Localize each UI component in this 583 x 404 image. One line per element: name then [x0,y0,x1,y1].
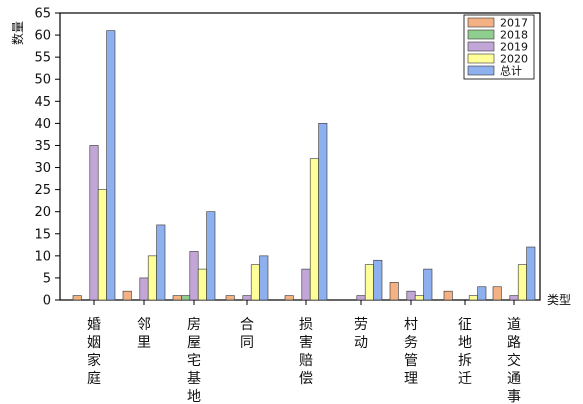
bar-2017-道路交通事故 [492,286,502,301]
bar-2017-房屋宅基地 [172,295,182,301]
legend-swatch-2018 [467,29,495,40]
bar-2019-道路交通事故 [509,295,519,301]
legend-swatch-2020 [467,53,495,64]
legend-swatch-总计 [467,65,495,76]
plot-area [59,12,541,301]
y-tick-label: 40 [34,117,51,132]
bars-group [72,30,536,301]
bar-2020-邻里 [147,255,157,301]
bar-2017-征地拆迁 [443,290,453,301]
y-tick-label: 0 [43,294,51,309]
y-tick-label: 65 [34,7,51,22]
y-tick-label: 50 [34,73,51,88]
x-axis: 婚姻家庭 邻里 房屋宅基地 合同 损害赔偿 劳动 村务管理 征地拆迁 道路交通事故 [87,300,521,404]
bar-总计-损害赔偿 [318,123,328,301]
bar-总计-邻里 [156,224,166,301]
x-axis-label: 类型 [547,293,571,307]
x-tick-label: 村务管理 [404,317,418,387]
y-tick-label: 20 [34,205,51,220]
legend-swatch-2019 [467,41,495,52]
x-tick-label: 婚姻家庭 [87,317,101,387]
bar-2020-合同 [250,264,260,301]
bar-2020-婚姻家庭 [97,189,107,301]
x-tick-label: 损害赔偿 [299,317,313,387]
y-tick-label: 60 [34,29,51,44]
bar-2017-合同 [225,295,235,301]
x-tick-label: 道路交通事故 [507,317,521,404]
bar-2017-婚姻家庭 [72,295,82,301]
legend-label: 2020 [500,53,528,66]
y-tick-label: 5 [43,271,51,286]
x-tick-label: 房屋宅基地 [187,317,201,404]
x-tick-label: 劳动 [354,317,368,351]
y-tick-label: 30 [34,161,51,176]
bar-2019-邻里 [139,277,149,301]
x-tick-label: 邻里 [137,317,151,351]
bar-2018-房屋宅基地 [181,295,191,301]
bar-2019-损害赔偿 [301,268,311,301]
y-axis: 0 5 10 15 20 25 30 35 40 45 50 55 60 65 [34,7,60,309]
bar-2020-村务管理 [414,295,424,301]
bar-2017-邻里 [122,290,132,301]
x-tick-label: 合同 [240,317,254,351]
bar-总计-征地拆迁 [477,286,487,301]
plot-frame [59,12,541,301]
legend-label: 2018 [500,29,528,42]
bar-2019-婚姻家庭 [89,145,99,301]
bar-2020-道路交通事故 [517,264,527,301]
bar-总计-劳动 [373,259,383,301]
bar-2017-村务管理 [389,282,399,301]
y-axis-label: 数量 [10,21,25,45]
bar-2017-损害赔偿 [284,295,294,301]
bar-总计-村务管理 [423,268,433,301]
bar-总计-婚姻家庭 [106,30,116,301]
bar-2019-村务管理 [406,290,416,301]
bar-2019-合同 [242,295,252,301]
x-tick-label: 征地拆迁 [458,317,472,387]
bar-2020-房屋宅基地 [197,268,207,301]
bar-总计-道路交通事故 [526,246,536,301]
bar-2020-劳动 [364,264,374,301]
y-tick-label: 55 [34,51,51,66]
bar-总计-合同 [259,255,269,301]
bar-2019-房屋宅基地 [189,251,199,301]
bar-2019-劳动 [356,295,366,301]
legend-label: 2019 [500,41,528,54]
y-tick-label: 35 [34,139,51,154]
y-tick-label: 25 [34,183,51,198]
bar-总计-房屋宅基地 [206,211,216,301]
legend-label: 2017 [500,17,528,30]
y-tick-label: 10 [34,249,51,264]
y-tick-label: 45 [34,95,51,110]
legend-label: 总计 [500,64,522,78]
legend-swatch-2017 [467,17,495,28]
y-tick-label: 15 [34,227,51,242]
bar-2020-损害赔偿 [309,158,319,301]
bar-2020-征地拆迁 [468,295,478,301]
